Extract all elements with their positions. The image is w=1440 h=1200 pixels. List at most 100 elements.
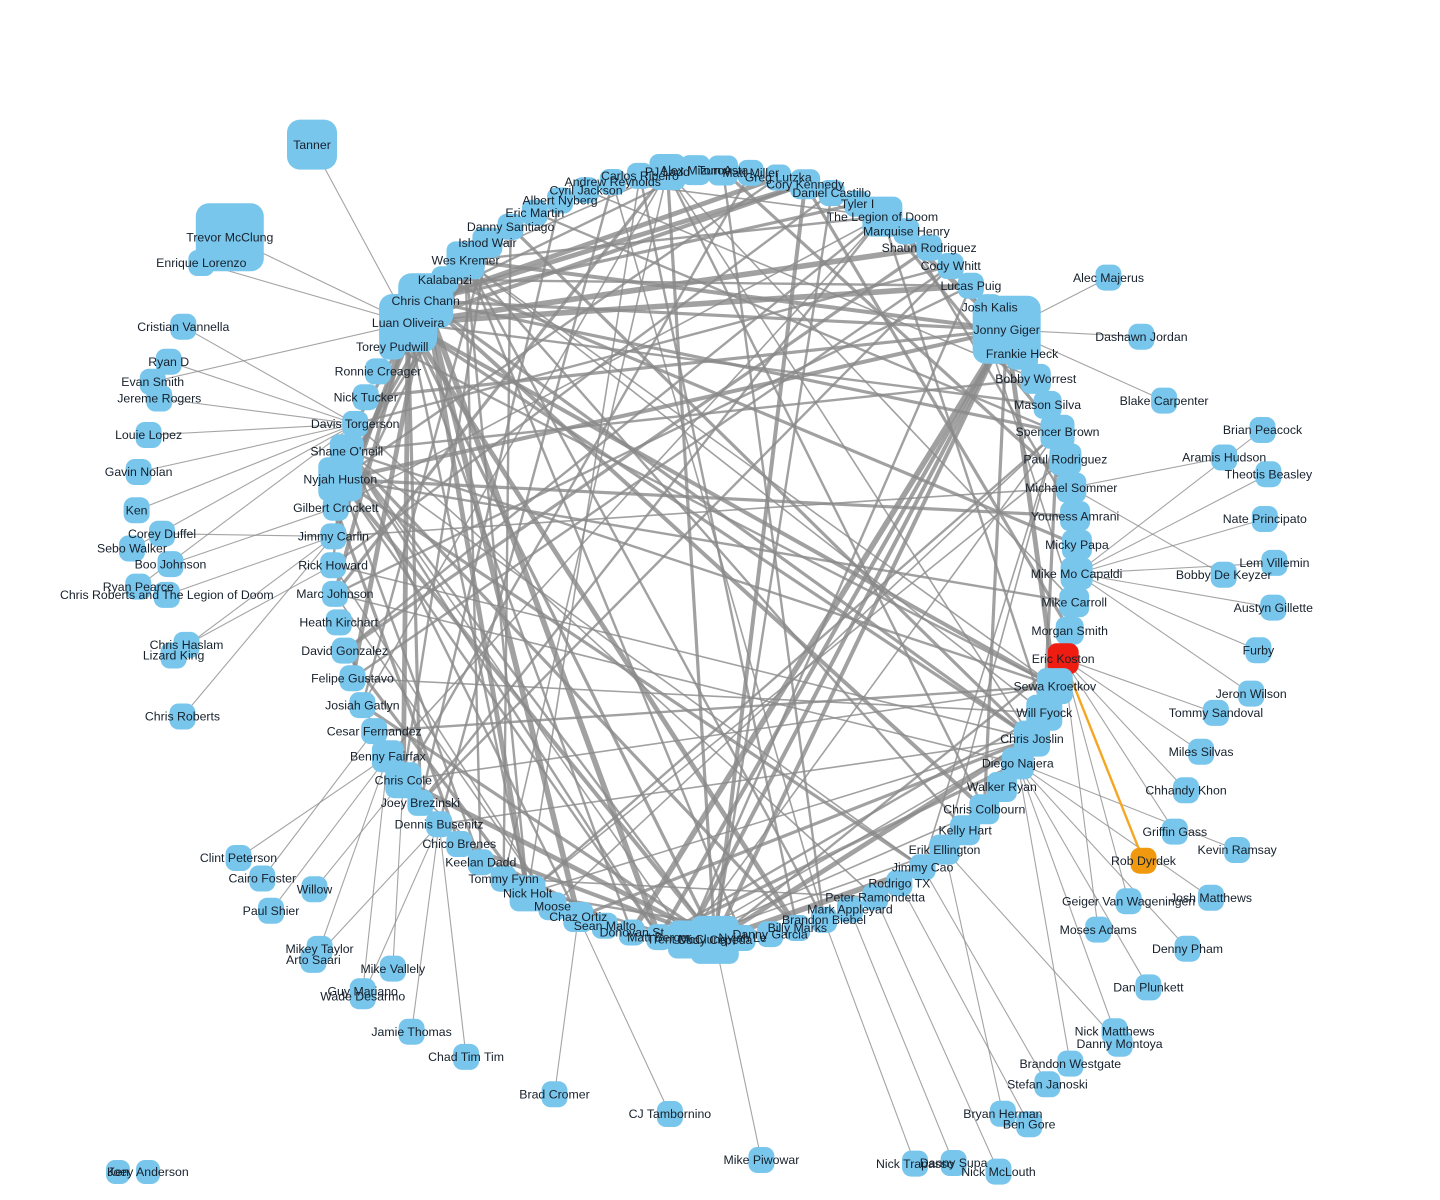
svg-text:Chris Roberts: Chris Roberts (145, 710, 220, 724)
svg-text:Cristian Vannella: Cristian Vannella (137, 320, 229, 334)
svg-text:Theotis Beasley: Theotis Beasley (1225, 467, 1313, 481)
svg-text:Ronnie Creager: Ronnie Creager (335, 365, 422, 379)
svg-text:Nick Tucker: Nick Tucker (334, 390, 398, 404)
svg-text:Willow: Willow (297, 883, 333, 897)
svg-text:Rick Howard: Rick Howard (298, 558, 368, 572)
svg-text:Joey Brezinski: Joey Brezinski (381, 796, 460, 810)
svg-text:Felipe Gustavo: Felipe Gustavo (311, 671, 394, 685)
svg-text:Trevor McClung: Trevor McClung (186, 231, 273, 245)
svg-text:Cesar Fernandez: Cesar Fernandez (327, 724, 422, 738)
svg-text:Jeron Wilson: Jeron Wilson (1216, 687, 1287, 701)
svg-text:Danny Santiago: Danny Santiago (467, 220, 555, 234)
svg-text:Danny Montoya: Danny Montoya (1077, 1037, 1163, 1051)
svg-text:Chad Tim Tim: Chad Tim Tim (428, 1050, 504, 1064)
svg-text:The Legion of Doom: The Legion of Doom (827, 210, 938, 224)
svg-text:Eric Martin: Eric Martin (505, 206, 564, 220)
svg-text:Walker Ryan: Walker Ryan (967, 780, 1037, 794)
svg-text:Dashawn Jordan: Dashawn Jordan (1095, 330, 1187, 344)
svg-text:David Gonzalez: David Gonzalez (301, 644, 388, 658)
svg-text:Gavin Nolan: Gavin Nolan (105, 465, 173, 479)
svg-text:Paul Rodriguez: Paul Rodriguez (1023, 453, 1107, 467)
svg-text:Kalabanzi: Kalabanzi (418, 273, 472, 287)
svg-text:Dan Plunkett: Dan Plunkett (1113, 981, 1184, 995)
svg-text:Griffin Gass: Griffin Gass (1142, 825, 1207, 839)
svg-text:Dennis Busenitz: Dennis Busenitz (395, 817, 484, 831)
svg-text:Clint Peterson: Clint Peterson (200, 851, 277, 865)
svg-text:Wes Kremer: Wes Kremer (431, 254, 499, 268)
svg-text:Josh Matthews: Josh Matthews (1170, 891, 1252, 905)
svg-text:Chico Brenes: Chico Brenes (422, 837, 496, 851)
svg-text:Erik Ellington: Erik Ellington (909, 843, 981, 857)
svg-text:Corey Duffel: Corey Duffel (128, 527, 196, 541)
svg-text:Lem Villemin: Lem Villemin (1239, 556, 1309, 570)
svg-text:Ryan D: Ryan D (148, 355, 189, 369)
svg-text:CJ Tambornino: CJ Tambornino (629, 1107, 712, 1121)
svg-text:Tommy Sandoval: Tommy Sandoval (1169, 706, 1263, 720)
svg-text:Joey Anderson: Joey Anderson (107, 1165, 189, 1179)
svg-text:Guy Mariano: Guy Mariano (327, 984, 398, 998)
svg-text:Benny Fairfax: Benny Fairfax (350, 749, 427, 763)
svg-text:Chris Joslin: Chris Joslin (1000, 732, 1064, 746)
svg-text:Marquise Henry: Marquise Henry (863, 225, 951, 239)
svg-text:Boo Johnson: Boo Johnson (135, 557, 207, 571)
svg-text:Mike Piwowar: Mike Piwowar (723, 1153, 799, 1167)
svg-text:Chhandy Khon: Chhandy Khon (1145, 784, 1227, 798)
svg-text:Nick Trapasso: Nick Trapasso (876, 1157, 954, 1171)
svg-text:Tommy Fynn: Tommy Fynn (468, 872, 539, 886)
svg-text:Sewa Kroetkov: Sewa Kroetkov (1013, 679, 1097, 693)
svg-text:Cory Kennedy: Cory Kennedy (766, 177, 845, 191)
svg-text:Ishod Wair: Ishod Wair (458, 236, 516, 250)
svg-text:Nate Principato: Nate Principato (1223, 512, 1307, 526)
svg-text:Shane O'neill: Shane O'neill (310, 445, 383, 459)
svg-text:Micky Papa: Micky Papa (1045, 538, 1109, 552)
svg-text:Lizard King: Lizard King (143, 649, 205, 663)
svg-text:Blake Carpenter: Blake Carpenter (1120, 394, 1209, 408)
svg-text:Brian Peacock: Brian Peacock (1223, 423, 1303, 437)
svg-text:Jereme Rogers: Jereme Rogers (117, 392, 201, 406)
svg-text:Sebo Walker: Sebo Walker (97, 542, 167, 556)
svg-text:Kelly Hart: Kelly Hart (938, 823, 992, 837)
svg-text:Luan Oliveira: Luan Oliveira (372, 316, 445, 330)
svg-text:Moses Adams: Moses Adams (1060, 923, 1137, 937)
svg-text:Denny Pham: Denny Pham (1152, 942, 1223, 956)
svg-text:Shaun Rodriguez: Shaun Rodriguez (882, 241, 977, 255)
svg-text:Jimmy Cao: Jimmy Cao (892, 861, 954, 875)
svg-text:Nick Holt: Nick Holt (503, 887, 553, 901)
svg-text:Evan Smith: Evan Smith (121, 375, 184, 389)
svg-text:Will Fyock: Will Fyock (1016, 706, 1073, 720)
svg-text:Nyjah Huston: Nyjah Huston (303, 473, 377, 487)
svg-text:Josh Kalis: Josh Kalis (962, 300, 1018, 314)
svg-text:Eric Koston: Eric Koston (1032, 652, 1095, 666)
svg-text:Chris Colbourn: Chris Colbourn (943, 803, 1025, 817)
svg-text:Stefan Janoski: Stefan Janoski (1007, 1078, 1088, 1092)
svg-text:Furby: Furby (1243, 643, 1275, 657)
svg-text:Chris Chann: Chris Chann (392, 294, 461, 308)
svg-text:Ken: Ken (126, 504, 148, 518)
svg-text:Lucas Puig: Lucas Puig (940, 279, 1001, 293)
svg-text:Tanner: Tanner (293, 138, 331, 152)
svg-text:Ryan Pearce: Ryan Pearce (103, 580, 174, 594)
svg-text:Moose: Moose (534, 899, 571, 913)
svg-text:Cairo Foster: Cairo Foster (228, 872, 296, 886)
svg-text:Austyn Gillette: Austyn Gillette (1234, 601, 1313, 615)
svg-text:Miles Silvas: Miles Silvas (1169, 745, 1234, 759)
svg-text:Ben Gore: Ben Gore (1003, 1117, 1056, 1131)
svg-text:Diego Najera: Diego Najera (982, 757, 1054, 771)
svg-text:Alec Majerus: Alec Majerus (1073, 271, 1144, 285)
svg-text:Keelan Dadd: Keelan Dadd (445, 855, 516, 869)
svg-text:Brad Cromer: Brad Cromer (519, 1088, 589, 1102)
svg-text:Jimmy Carlin: Jimmy Carlin (298, 530, 369, 544)
svg-text:Gilbert Crockett: Gilbert Crockett (293, 501, 379, 515)
svg-text:Davis Torgerson: Davis Torgerson (311, 417, 400, 431)
svg-text:Rodrigo TX: Rodrigo TX (868, 876, 930, 890)
svg-text:Josiah Gatlyn: Josiah Gatlyn (325, 698, 400, 712)
svg-text:Enrique Lorenzo: Enrique Lorenzo (156, 256, 246, 270)
svg-text:Mike Mo Capaldi: Mike Mo Capaldi (1031, 567, 1123, 581)
svg-text:Spencer Brown: Spencer Brown (1015, 425, 1099, 439)
svg-text:Youness Amrani: Youness Amrani (1031, 509, 1119, 523)
svg-text:Brandon Westgate: Brandon Westgate (1019, 1057, 1121, 1071)
svg-text:Marc Johnson: Marc Johnson (296, 587, 373, 601)
svg-text:Chris Cole: Chris Cole (375, 773, 433, 787)
svg-text:Louie Lopez: Louie Lopez (115, 428, 182, 442)
svg-text:Mike Carroll: Mike Carroll (1041, 596, 1107, 610)
